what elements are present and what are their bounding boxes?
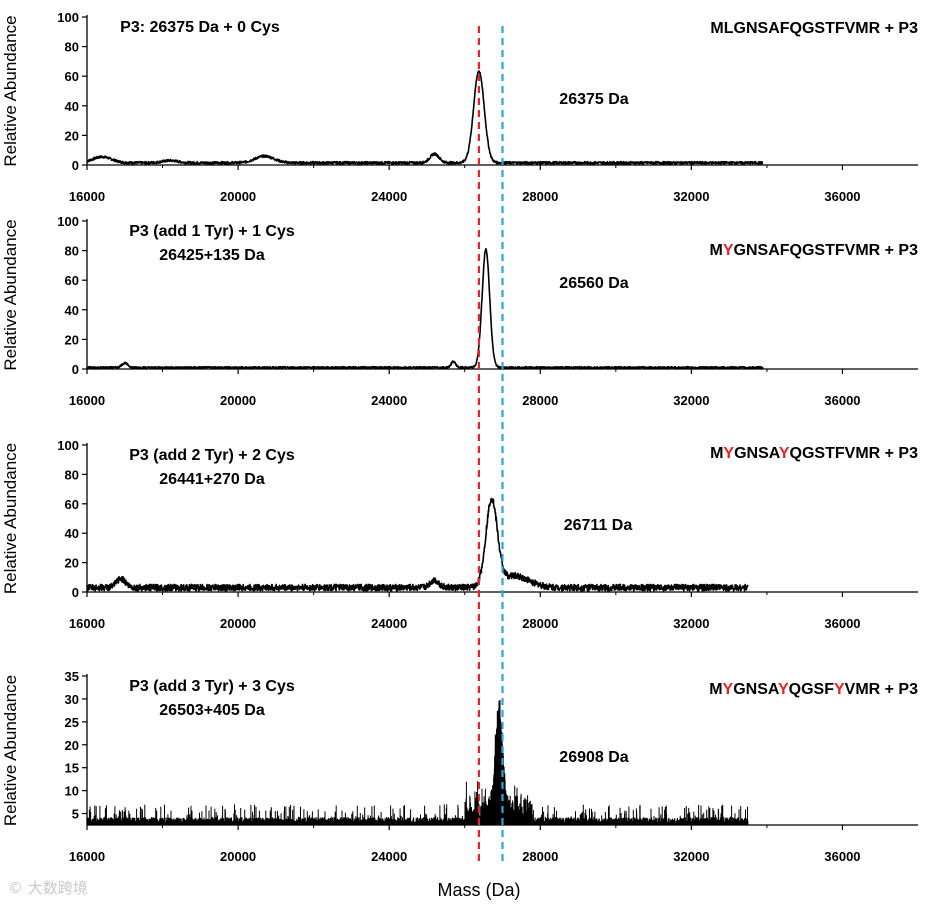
spectrum-trace [86,70,764,165]
y-tick-label: 60 [65,69,79,84]
y-tick-label: 60 [65,497,79,512]
y-tick-label: 60 [65,273,79,288]
y-tick-label: 100 [57,10,79,25]
y-tick-label: 100 [57,438,79,453]
x-tick-label: 32000 [673,189,709,204]
x-tick-label: 36000 [824,849,860,864]
peak-mass-label: 26908 Da [559,749,628,766]
chart-panel-1: 0 20 40 60 80 100 16000 20000 24000 28000 32000 360… [1,10,918,204]
panel-title-line: P3 (add 1 Tyr) + 1 Cys [129,223,295,240]
y-tick-label: 25 [65,715,79,730]
x-tick-label: 16000 [69,849,105,864]
y-tick-label: 100 [57,214,79,229]
y-tick-label: 5 [72,807,79,822]
panel-title-line: P3: 26375 Da + 0 Cys [120,19,280,36]
y-axis-label: Relative Abundance [1,219,20,370]
x-tick-label: 20000 [220,849,256,864]
x-tick-label: 32000 [673,849,709,864]
chart-panel-3: 0 20 40 60 80 100 16000 20000 24000 28000 32000 360… [1,438,918,631]
peak-mass-label: 26375 Da [559,91,628,108]
x-tick-label: 28000 [522,189,558,204]
x-tick-label: 28000 [522,616,558,631]
y-tick-label: 20 [65,332,79,347]
x-tick-label: 16000 [69,189,105,204]
sequence-label: MYGNSAYQGSFYVMR + P3 [709,681,918,698]
y-tick-label: 20 [65,738,79,753]
main-peak [482,709,523,825]
x-tick-label: 32000 [673,393,709,408]
x-tick-label: 36000 [824,189,860,204]
chart-panel-2: 0 20 40 60 80 100 16000 20000 24000 28000 32000 360… [1,214,918,408]
y-tick-label: 10 [65,784,79,799]
y-tick-label: 0 [72,158,79,173]
y-tick-label: 80 [65,40,79,55]
y-tick-label: 15 [65,761,79,776]
y-tick-label: 40 [65,99,79,114]
x-tick-label: 36000 [824,616,860,631]
y-tick-label: 80 [65,244,79,259]
x-tick-label: 28000 [522,849,558,864]
panel-title-line: P3 (add 2 Tyr) + 2 Cys [129,447,295,464]
y-axis-label: Relative Abundance [1,443,20,594]
x-tick-label: 24000 [371,616,407,631]
x-axis-label: Mass (Da) [437,880,520,900]
spectrum-trace [86,248,764,370]
x-tick-label: 20000 [220,189,256,204]
sequence-label: MYGNSAFQGSTFVMR + P3 [710,242,919,259]
y-tick-label: 30 [65,692,79,707]
y-tick-label: 0 [72,362,79,377]
y-tick-label: 35 [65,669,79,684]
panel-title-line: P3 (add 3 Tyr) + 3 Cys [129,678,295,695]
x-tick-label: 24000 [371,393,407,408]
chart-panel-4: 5 10 15 20 25 30 35 16000 20000 24000 28000 32000 36… [1,669,918,864]
x-tick-label: 16000 [69,616,105,631]
x-tick-label: 36000 [824,393,860,408]
y-tick-label: 20 [65,128,79,143]
panel-title-line: 26441+270 Da [159,471,265,488]
spectrum-trace [86,497,749,592]
y-tick-label: 0 [72,585,79,600]
panel-title-line: 26503+405 Da [159,702,265,719]
sequence-label: MYGNSAYQGSTFVMR + P3 [710,445,918,462]
x-tick-label: 28000 [522,393,558,408]
peak-mass-label: 26560 Da [559,275,628,292]
sequence-label: MLGNSAFQGSTFVMR + P3 [710,20,918,37]
panel-title-line: 26425+135 Da [159,247,265,264]
x-tick-label: 20000 [220,393,256,408]
spectrum-trace [86,699,749,825]
x-tick-label: 24000 [371,189,407,204]
y-tick-label: 20 [65,556,79,571]
x-tick-label: 32000 [673,616,709,631]
x-tick-label: 24000 [371,849,407,864]
y-tick-label: 40 [65,526,79,541]
y-tick-label: 80 [65,467,79,482]
peak-mass-label: 26711 Da [564,517,633,534]
y-tick-label: 40 [65,303,79,318]
y-axis-label: Relative Abundance [1,675,20,826]
watermark: © 大数跨境 [8,879,88,897]
x-tick-label: 16000 [69,393,105,408]
y-axis-label: Relative Abundance [1,15,20,166]
x-tick-label: 20000 [220,616,256,631]
